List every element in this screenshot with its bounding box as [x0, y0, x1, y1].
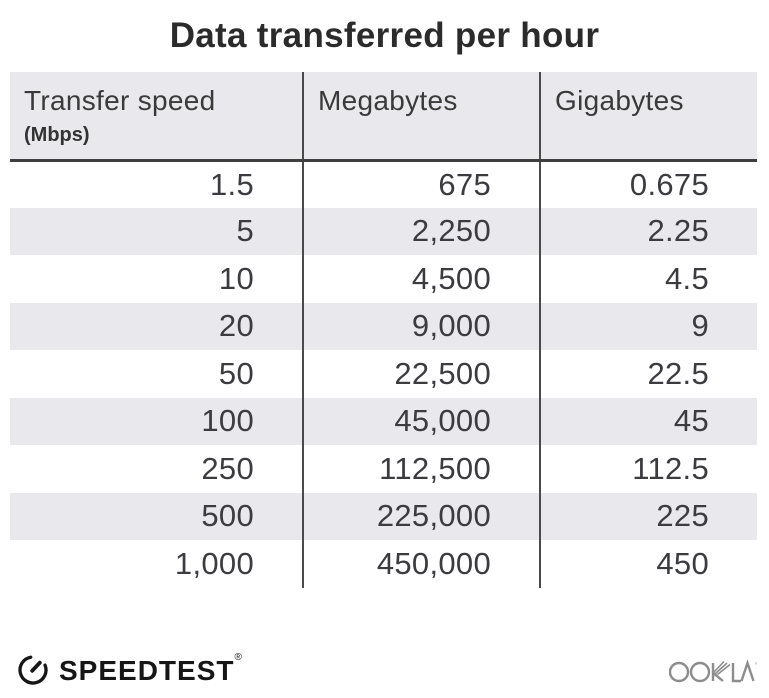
cell-megabytes: 4,500	[302, 255, 540, 303]
ookla-logo: ™	[668, 658, 759, 689]
table-row: 50 22,500 22.5	[10, 350, 757, 398]
table-row: 250 112,500 112.5	[10, 445, 757, 493]
table-row: 10 4,500 4.5	[10, 255, 757, 303]
table-row: 1.5 675 0.675	[10, 160, 757, 208]
cell-speed: 250	[201, 450, 254, 486]
header-row: Transfer speed (Mbps) Megabytes Gigabyte…	[10, 72, 757, 162]
cell-megabytes: 9,000	[302, 302, 540, 350]
cell-megabytes: 225,000	[302, 492, 540, 540]
speedtest-gauge-icon	[18, 655, 48, 685]
header-gigabytes-label: Gigabytes	[555, 85, 684, 116]
header-transfer-speed: Transfer speed (Mbps)	[10, 72, 303, 162]
cell-gigabytes: 4.5	[539, 255, 757, 303]
data-table: Transfer speed (Mbps) Megabytes Gigabyte…	[10, 72, 757, 588]
table-row: 5 2,250 2.25	[10, 207, 757, 255]
cell-speed: 1.5	[210, 166, 254, 202]
header-gigabytes: Gigabytes	[539, 72, 757, 162]
header-megabytes: Megabytes	[302, 72, 540, 162]
page-title: Data transferred per hour	[169, 16, 600, 55]
table-body: 1.5 675 0.675 5 2,250 2.25 10 4,500 4.5 20 9,000 9 5…	[10, 160, 757, 588]
trademark-mark: ™	[754, 662, 757, 668]
cell-megabytes: 45,000	[302, 397, 540, 445]
cell-gigabytes: 22.5	[539, 350, 757, 398]
cell-gigabytes: 2.25	[539, 207, 757, 255]
cell-megabytes: 675	[302, 160, 540, 208]
speedtest-logo: SPEEDTEST®	[16, 652, 242, 687]
table-row: 20 9,000 9	[10, 302, 757, 350]
cell-gigabytes: 0.675	[539, 160, 757, 208]
cell-megabytes: 450,000	[302, 540, 540, 588]
table-row: 500 225,000 225	[10, 492, 757, 540]
cell-gigabytes: 112.5	[539, 445, 757, 493]
cell-speed: 5	[236, 213, 254, 249]
cell-speed: 100	[201, 403, 254, 439]
registered-mark: ®	[234, 652, 242, 663]
cell-megabytes: 22,500	[302, 350, 540, 398]
cell-megabytes: 2,250	[302, 207, 540, 255]
table-row: 100 45,000 45	[10, 397, 757, 445]
cell-speed: 20	[218, 308, 254, 344]
cell-megabytes: 112,500	[302, 445, 540, 493]
table-header: Transfer speed (Mbps) Megabytes Gigabyte…	[10, 72, 757, 162]
header-transfer-speed-label: Transfer speed	[24, 85, 216, 116]
header-transfer-speed-unit: (Mbps)	[24, 124, 90, 146]
ookla-wordmark-icon: ™	[668, 659, 759, 683]
cell-speed: 50	[218, 355, 254, 391]
cell-speed: 1,000	[174, 545, 254, 581]
table-row: 1,000 450,000 450	[10, 540, 757, 588]
cell-speed: 500	[201, 498, 254, 534]
speedtest-text: SPEEDTEST	[59, 655, 235, 686]
cell-speed: 10	[218, 260, 254, 296]
speedtest-wordmark: SPEEDTEST®	[59, 652, 242, 687]
cell-gigabytes: 45	[539, 397, 757, 445]
cell-gigabytes: 225	[539, 492, 757, 540]
cell-gigabytes: 9	[539, 302, 757, 350]
cell-gigabytes: 450	[539, 540, 757, 588]
header-megabytes-label: Megabytes	[318, 85, 458, 116]
